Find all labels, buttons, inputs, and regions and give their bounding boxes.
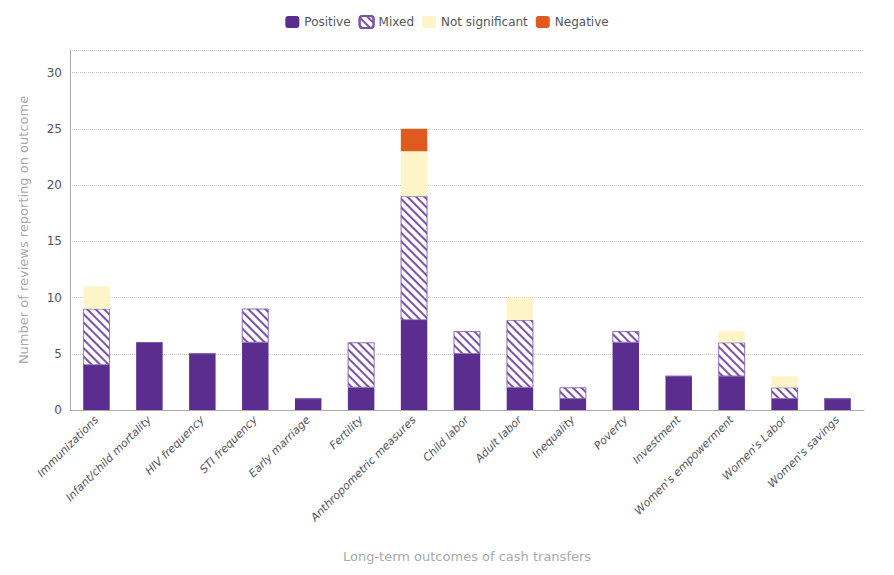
svg-text:Early marriage: Early marriage: [246, 413, 313, 480]
svg-text:15: 15: [47, 234, 62, 248]
svg-text:HIV frequency: HIV frequency: [142, 413, 207, 478]
svg-text:Negative: Negative: [555, 15, 609, 29]
svg-text:Poverty: Poverty: [592, 413, 631, 452]
svg-text:Anthropometric measures: Anthropometric measures: [307, 413, 419, 525]
svg-text:0: 0: [54, 403, 62, 417]
svg-text:Mixed: Mixed: [379, 15, 414, 29]
svg-text:Positive: Positive: [304, 15, 350, 29]
svg-text:Immunizations: Immunizations: [34, 413, 102, 480]
svg-text:Child labor: Child labor: [421, 412, 473, 464]
svg-text:Women's savings: Women's savings: [765, 413, 842, 490]
svg-text:Long-term outcomes of cash tra: Long-term outcomes of cash transfers: [343, 549, 591, 564]
svg-text:25: 25: [47, 122, 62, 136]
svg-text:Women's Labor: Women's Labor: [719, 413, 790, 483]
svg-text:5: 5: [54, 347, 62, 361]
svg-text:STI frequency: STI frequency: [197, 413, 260, 477]
svg-text:Number of reviews reporting on: Number of reviews reporting on outcome: [16, 96, 31, 364]
svg-text:20: 20: [47, 178, 62, 192]
svg-text:30: 30: [47, 66, 62, 80]
svg-text:Infant/child mortality: Infant/child mortality: [63, 413, 154, 504]
svg-text:10: 10: [47, 291, 62, 305]
svg-text:Investment: Investment: [630, 413, 684, 467]
svg-text:Not significant: Not significant: [441, 15, 528, 29]
svg-text:Women's empowerment: Women's empowerment: [632, 413, 737, 518]
svg-text:Inequality: Inequality: [530, 413, 578, 461]
svg-text:Adult labor: Adult labor: [472, 412, 526, 466]
svg-text:Fertility: Fertility: [327, 413, 366, 452]
